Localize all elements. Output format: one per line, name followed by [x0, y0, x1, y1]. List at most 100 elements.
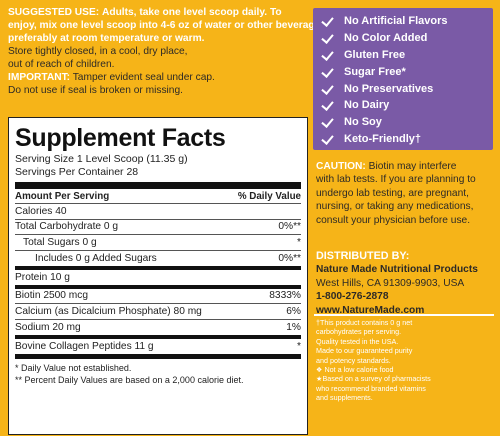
serving-size: Serving Size 1 Level Scoop (11.35 g) — [15, 153, 188, 165]
note-line: Quality tested in the USA. — [316, 336, 399, 346]
caution-text-1: Biotin may interfere — [368, 161, 457, 172]
note-line: who recommend branded vitamins — [316, 383, 426, 393]
nutrient-row-carbohydrate: Total Carbohydrate 0 g 0%** — [15, 220, 301, 235]
check-icon — [321, 116, 335, 128]
nutrient-dv: * — [297, 236, 301, 248]
check-icon — [321, 15, 335, 27]
nutrient-row-sugars: Total Sugars 0 g * — [15, 235, 301, 251]
caution-text-3: undergo lab testing, are pregnant, — [316, 187, 469, 199]
claim-label: No Preservatives — [344, 82, 434, 95]
storage-text-1: Store tightly closed, in a cool, dry pla… — [8, 46, 188, 57]
note-line: Made to our guaranteed purity — [316, 346, 413, 356]
directions-block: SUGGESTED USE: Adults, take one level sc… — [8, 6, 329, 97]
check-icon — [321, 66, 335, 78]
note-line: and supplements. — [316, 393, 373, 403]
claim-label: Sugar Free* — [344, 65, 406, 78]
check-icon — [321, 83, 335, 95]
claims-box: No Artificial Flavors No Color Added Glu… — [313, 8, 493, 150]
note-line: ❖ Not a low calorie food — [316, 365, 394, 375]
claim-item: No Soy — [321, 114, 485, 131]
nutrient-row-biotin: Biotin 2500 mcg 8333% — [15, 289, 301, 304]
nutrient-name: Total Carbohydrate 0 g — [15, 221, 119, 233]
important-label: IMPORTANT: — [8, 72, 71, 83]
check-icon — [321, 32, 335, 44]
claim-label: No Soy — [344, 116, 382, 129]
important-line: IMPORTANT: Tamper evident seal under cap… — [8, 71, 314, 84]
nutrient-name: Calories 40 — [15, 205, 67, 217]
claim-item: Sugar Free* — [321, 63, 485, 80]
caution-block: CAUTION: Biotin may interfere with lab t… — [316, 160, 496, 227]
suggested-use-line-1: SUGGESTED USE: Adults, take one level sc… — [8, 6, 314, 19]
suggested-use-text-2: enjoy, mix one level scoop into 4-6 oz o… — [8, 20, 329, 31]
nutrient-dv: 0%** — [278, 221, 301, 233]
claim-item: No Color Added — [321, 30, 485, 47]
footnote-daily-value: * Daily Value not established. — [15, 363, 132, 373]
claim-label: No Artificial Flavors — [344, 15, 448, 28]
claim-item: No Preservatives — [321, 80, 485, 97]
check-icon — [321, 99, 335, 111]
nutrient-name: Calcium (as Dicalcium Phosphate) 80 mg — [15, 305, 202, 317]
nutrient-name: Bovine Collagen Peptides 11 g — [15, 340, 154, 352]
claim-item: No Dairy — [321, 97, 485, 114]
facts-header-row: Amount Per Serving % Daily Value — [15, 189, 301, 204]
distributor-label: DISTRIBUTED BY: — [316, 250, 410, 262]
servings-per-container: Servings Per Container 28 — [15, 166, 139, 178]
note-line: and potency standards. — [316, 355, 391, 365]
distributor-name: Nature Made Nutritional Products — [316, 264, 478, 276]
notes-divider — [314, 314, 494, 316]
facts-thick-rule — [15, 182, 301, 189]
nutrient-row-calcium: Calcium (as Dicalcium Phosphate) 80 mg 6… — [15, 304, 301, 320]
nutrient-dv: 6% — [286, 305, 301, 317]
nutrient-row-sodium: Sodium 20 mg 1% — [15, 320, 301, 336]
storage-text-2: out of reach of children. — [8, 59, 115, 70]
facts-bottom-rule — [15, 354, 301, 359]
important-text: Tamper evident seal under cap. — [72, 72, 215, 83]
nutrient-row-collagen: Bovine Collagen Peptides 11 g * — [15, 339, 301, 355]
daily-value-header: % Daily Value — [237, 190, 301, 202]
small-notes: †This product contains 0 g net carbohydr… — [316, 318, 496, 403]
check-icon — [321, 133, 335, 145]
claim-label: No Dairy — [344, 99, 390, 112]
amount-per-serving-header: Amount Per Serving — [15, 190, 110, 202]
nutrient-name: Total Sugars 0 g — [23, 236, 97, 248]
distributor-address: West Hills, CA 91309-9903, USA — [316, 277, 465, 289]
note-line: †This product contains 0 g net — [316, 318, 413, 327]
claim-item: Keto-Friendly† — [321, 131, 485, 148]
footnote-percent: ** Percent Daily Values are based on a 2… — [15, 375, 244, 385]
nutrient-name: Protein 10 g — [15, 271, 70, 283]
nutrient-dv: 8333% — [269, 290, 301, 302]
nutrient-name: Includes 0 g Added Sugars — [35, 252, 157, 264]
supplement-facts-panel: Supplement Facts Serving Size 1 Level Sc… — [8, 117, 308, 435]
claim-label: No Color Added — [344, 32, 428, 45]
facts-mid-rule — [15, 335, 301, 339]
nutrient-name: Sodium 20 mg — [15, 321, 81, 333]
nutrient-dv: 1% — [286, 321, 301, 333]
check-icon — [321, 49, 335, 61]
seal-warning: Do not use if seal is broken or missing. — [8, 85, 183, 96]
nutrient-dv: * — [297, 340, 301, 352]
claim-item: Gluten Free — [321, 47, 485, 64]
caution-text-2: with lab tests. If you are planning to — [316, 174, 476, 186]
distributor-website: www.NatureMade.com — [316, 304, 425, 316]
caution-label: CAUTION: — [316, 161, 366, 172]
claim-label: Keto-Friendly† — [344, 132, 422, 145]
claim-item: No Artificial Flavors — [321, 13, 485, 30]
nutrient-dv: 0%** — [278, 252, 301, 264]
note-line: carbohydrates per serving. — [316, 327, 402, 337]
note-line: ★Based on a survey of pharmacists — [316, 374, 431, 384]
facts-title: Supplement Facts — [15, 124, 226, 152]
nutrient-row-protein: Protein 10 g — [15, 270, 301, 286]
facts-mid-rule — [15, 285, 301, 289]
suggested-use-label: SUGGESTED USE: — [8, 7, 100, 18]
caution-text-4: nursing, or taking any medications, — [316, 201, 474, 213]
facts-mid-rule — [15, 266, 301, 270]
nutrient-name: Biotin 2500 mcg — [15, 290, 89, 302]
suggested-use-text-3: preferably at room temperature or warm. — [8, 33, 205, 44]
facts-footnotes: * Daily Value not established. ** Percen… — [15, 362, 301, 386]
suggested-use-text-1: Adults, take one level scoop daily. To — [101, 7, 282, 18]
distributor-phone: 1-800-276-2878 — [316, 291, 389, 303]
nutrient-row-calories: Calories 40 — [15, 204, 301, 220]
distributor-block: DISTRIBUTED BY: Nature Made Nutritional … — [316, 250, 496, 317]
nutrient-row-added-sugars: Includes 0 g Added Sugars 0%** — [15, 251, 301, 267]
caution-first-line: CAUTION: Biotin may interfere — [316, 160, 496, 173]
